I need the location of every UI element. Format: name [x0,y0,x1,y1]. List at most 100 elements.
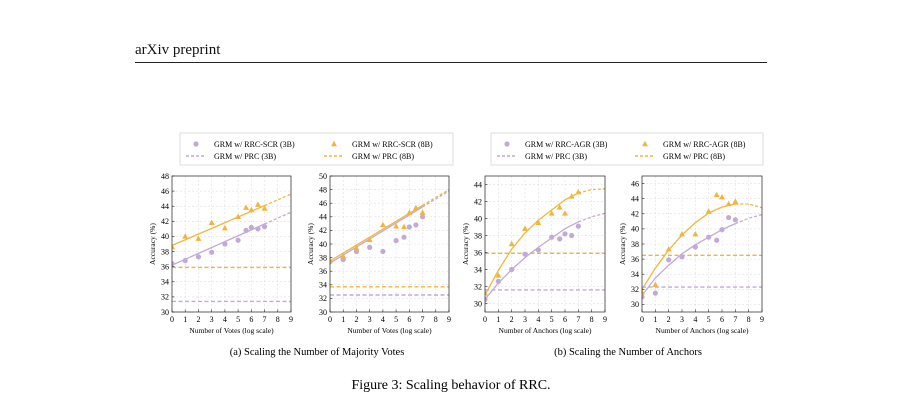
data-point [485,296,488,302]
x-tick-label: 5 [707,315,711,324]
legend-entry-label: GRM w/ PRC (3B) [525,152,587,161]
data-point [508,240,515,247]
y-axis-label: Accuracy (%) [461,223,470,265]
data-point [195,254,202,260]
x-tick-label: 7 [263,315,267,324]
data-point [569,232,575,239]
y-tick-label: 34 [161,278,169,287]
y-tick-label: 46 [319,199,327,208]
x-tick-label: 6 [720,315,724,324]
data-point [706,234,712,240]
y-tick-label: 38 [319,253,327,262]
data-point [254,201,261,207]
plot-area [172,193,291,303]
x-tick-label: 6 [563,315,567,324]
data-point [243,204,250,210]
data-point [679,254,685,260]
x-tick-label: 5 [394,315,398,324]
y-tick-label: 44 [319,213,327,222]
data-point [172,243,175,250]
data-point [255,226,261,232]
y-tick-label: 32 [631,285,639,294]
data-point [509,266,515,273]
data-point [705,208,712,214]
y-tick-label: 42 [631,210,639,219]
y-tick-label: 32 [319,294,327,303]
y-tick-label: 40 [631,225,639,234]
legend-entry-label: GRM w/ PRC (8B) [663,152,725,161]
trend-line-extrapolated [264,211,291,225]
data-point [485,290,488,296]
x-tick-label: 3 [680,315,684,324]
data-point [222,241,228,247]
x-tick-label: 7 [733,315,737,324]
data-point [642,289,645,295]
data-point [562,210,568,216]
data-point [406,209,413,215]
data-point [172,261,175,267]
data-point [261,224,268,230]
y-tick-label: 34 [474,265,482,274]
data-point [732,217,738,223]
x-tick-label: 2 [354,315,358,324]
y-tick-label: 30 [631,300,639,309]
y-tick-label: 40 [474,214,482,223]
x-tick-label: 1 [653,315,657,324]
y-tick-label: 44 [474,180,482,189]
data-point [235,237,241,243]
data-point [732,198,739,204]
x-tick-label: 3 [368,315,372,324]
y-tick-label: 34 [319,281,327,290]
x-tick-label: 1 [341,315,345,324]
x-tick-label: 2 [667,315,671,324]
data-point [548,210,555,216]
x-tick-label: 0 [170,315,174,324]
data-point [221,224,228,231]
x-axis-label: Number of Anchors (log scale) [499,326,592,335]
data-point [535,247,541,253]
x-tick-label: 5 [236,315,240,324]
data-point [379,221,386,228]
data-point [495,278,501,284]
trend-line-extrapolated [422,189,449,207]
data-point [568,193,575,199]
data-point [208,219,215,226]
legend-marker [331,140,337,147]
data-point [401,234,407,240]
x-axis-label: Number of Anchors (log scale) [656,326,749,335]
data-point [248,224,254,230]
data-point [562,231,568,237]
data-point [413,222,419,228]
data-point [556,204,563,210]
data-point [719,227,725,233]
data-point [195,235,202,241]
data-point [419,214,426,220]
legend-marker [504,141,510,147]
data-point [367,244,373,250]
x-tick-label: 7 [421,315,425,324]
x-tick-label: 7 [576,315,580,324]
x-tick-label: 8 [747,315,751,324]
trend-line-extrapolated [735,213,762,225]
data-point [713,191,720,198]
x-tick-label: 4 [693,315,697,324]
data-point [575,223,581,229]
trend-line-extrapolated [735,203,762,209]
figure-caption: Figure 3: Scaling behavior of RRC. [351,378,550,393]
data-point [209,249,215,255]
x-tick-label: 3 [210,315,214,324]
y-tick-label: 38 [474,231,482,240]
data-point [719,193,725,200]
legend-entry-label: GRM w/ RRC-SCR (3B) [214,140,295,149]
legend-a: GRM w/ RRC-SCR (3B) GRM w/ RRC-SCR (8B) GR… [179,132,454,166]
data-point [666,257,672,263]
legend-entry-label: GRM w/ RRC-SCR (8B) [352,140,433,149]
data-point [714,237,720,243]
legend-marker [193,141,199,147]
trend-line [485,192,579,296]
y-tick-label: 46 [161,187,169,196]
y-tick-label: 36 [161,262,169,271]
